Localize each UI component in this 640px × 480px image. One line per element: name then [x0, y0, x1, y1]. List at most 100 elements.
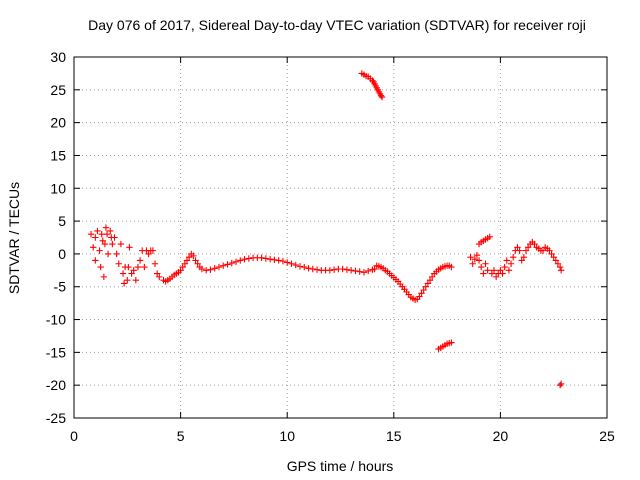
data-point — [92, 257, 99, 264]
data-point — [309, 265, 316, 273]
data-point — [211, 265, 218, 272]
data-point — [524, 244, 532, 251]
y-tick-label: -15 — [46, 344, 66, 360]
data-point — [100, 273, 108, 281]
data-point — [554, 260, 562, 267]
data-point — [279, 257, 287, 265]
data-point — [556, 263, 564, 271]
data-point — [136, 257, 144, 264]
data-point — [478, 263, 485, 271]
data-point — [360, 269, 368, 276]
y-tick-label: -5 — [54, 279, 67, 295]
ticks — [73, 56, 608, 419]
data-point — [347, 267, 355, 274]
x-tick-label: 15 — [386, 428, 402, 444]
data-point — [428, 273, 436, 281]
data-point — [101, 240, 109, 248]
data-point — [343, 266, 351, 273]
data-point — [473, 252, 481, 259]
data-point — [416, 293, 423, 300]
data-point — [448, 339, 455, 346]
y-axis-label: SDTVAR / TECUs — [6, 182, 22, 294]
data-point — [120, 280, 128, 287]
data-point — [339, 265, 346, 273]
data-point — [89, 244, 97, 251]
data-point — [422, 283, 429, 290]
data-point — [198, 265, 206, 273]
plot-frame — [73, 56, 608, 419]
data-point — [258, 254, 265, 262]
x-tick-label: 25 — [599, 428, 615, 444]
data-point — [128, 270, 135, 277]
data-point — [149, 247, 157, 254]
y-tick-label: -25 — [46, 410, 66, 426]
data-point — [426, 276, 434, 284]
data-point — [151, 260, 159, 267]
data-point — [284, 259, 291, 266]
data-point — [241, 255, 248, 263]
data-point — [471, 255, 479, 263]
data-point — [424, 280, 432, 287]
data-point — [141, 263, 148, 271]
data-point — [115, 260, 122, 267]
data-point — [492, 273, 500, 281]
data-point — [365, 267, 372, 275]
data-point — [109, 240, 116, 248]
data-point — [190, 252, 197, 260]
data-point — [224, 261, 231, 268]
data-point — [484, 267, 491, 274]
data-point — [145, 250, 152, 258]
data-point — [126, 244, 133, 251]
data-point — [516, 247, 523, 254]
data-point — [185, 253, 193, 261]
data-point — [228, 259, 235, 267]
data-point — [475, 257, 483, 264]
data-point — [94, 227, 101, 235]
data-point — [486, 233, 493, 241]
data-point — [550, 253, 557, 261]
data-point — [482, 260, 489, 267]
data-point — [99, 237, 106, 244]
y-tick-label: 30 — [50, 49, 66, 65]
data-point — [548, 250, 555, 258]
data-point — [130, 267, 137, 274]
data-point — [194, 260, 201, 267]
x-tick-label: 10 — [279, 428, 295, 444]
data-point — [179, 263, 186, 271]
data-point — [352, 267, 359, 275]
data-point — [156, 273, 163, 281]
data-point — [96, 247, 103, 254]
data-point — [467, 253, 474, 261]
data-point — [266, 255, 274, 263]
x-axis-label: GPS time / hours — [287, 458, 394, 474]
data-point — [125, 263, 132, 271]
data-point — [507, 260, 515, 267]
data-point — [514, 244, 521, 251]
data-point — [107, 227, 114, 235]
data-point — [539, 247, 547, 254]
data-point — [183, 257, 191, 264]
series-sdtvar — [87, 70, 565, 389]
chart-title: Day 076 of 2017, Sidereal Day-to-day VTE… — [88, 17, 586, 33]
data-point — [134, 263, 142, 271]
data-point — [509, 253, 517, 261]
data-point — [505, 267, 513, 274]
data-point — [305, 265, 312, 272]
data-point — [237, 257, 244, 264]
data-point — [418, 290, 425, 297]
data-point — [490, 267, 498, 274]
data-series — [87, 70, 565, 389]
y-tick-label: 5 — [58, 213, 66, 229]
x-tick-label: 20 — [493, 428, 509, 444]
data-point — [369, 77, 376, 84]
data-point — [371, 265, 378, 273]
data-point — [557, 380, 565, 388]
y-tick-labels: 30 25 20 15 10 5 0 -5 -10 -15 -20 -25 — [46, 49, 66, 426]
data-point — [288, 260, 295, 267]
x-tick-label: 5 — [177, 428, 185, 444]
data-point — [531, 240, 538, 248]
data-point — [124, 276, 131, 284]
data-point — [522, 247, 530, 254]
data-point — [245, 255, 253, 262]
